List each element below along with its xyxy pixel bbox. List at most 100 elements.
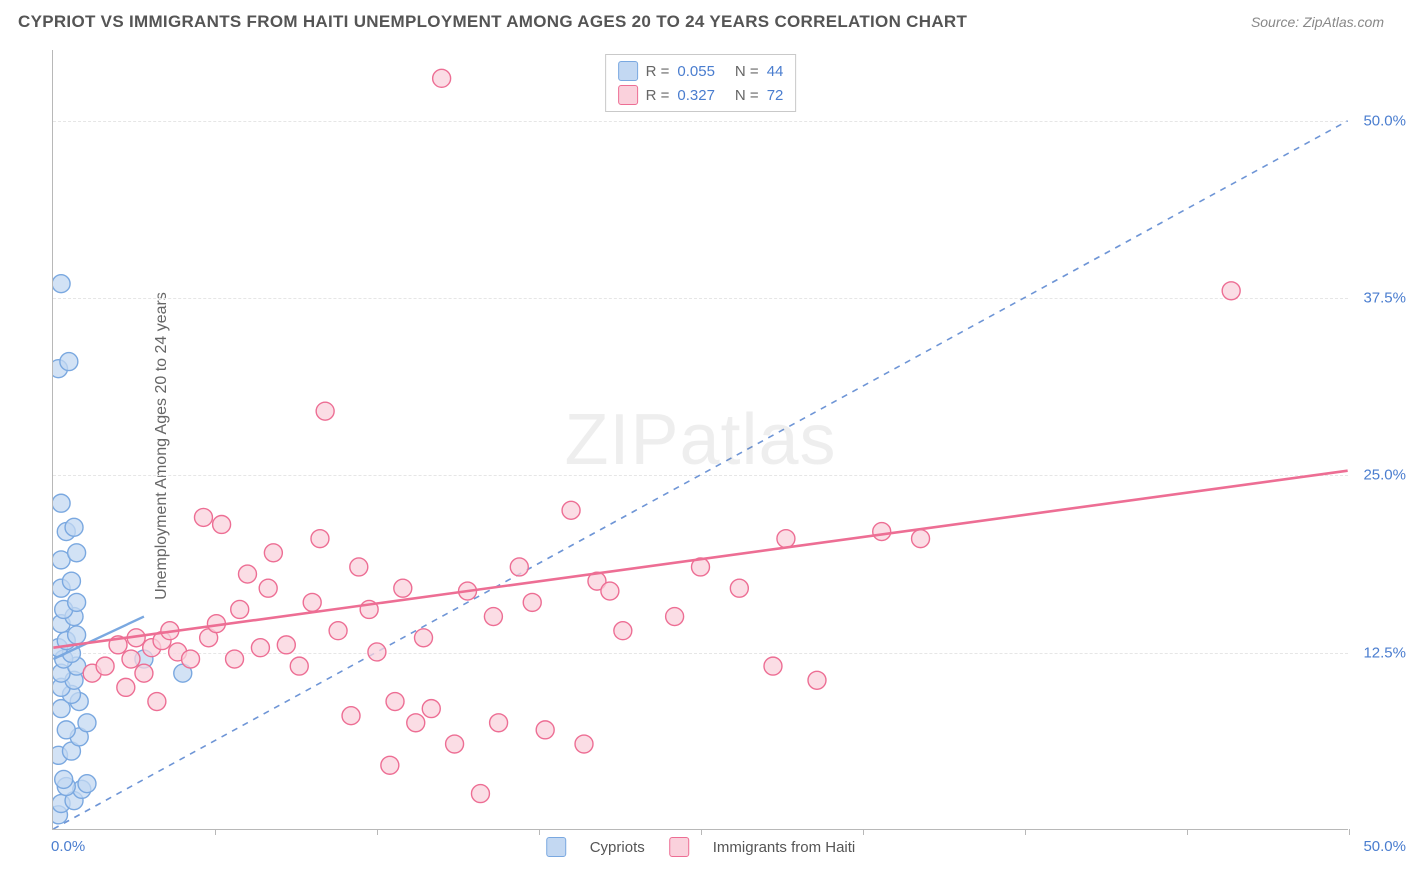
point-immigrants-from-haiti	[231, 600, 249, 618]
point-immigrants-from-haiti	[350, 558, 368, 576]
point-immigrants-from-haiti	[415, 629, 433, 647]
point-cypriots	[68, 626, 86, 644]
point-immigrants-from-haiti	[148, 693, 166, 711]
point-immigrants-from-haiti	[290, 657, 308, 675]
r-value-haiti: 0.327	[677, 87, 715, 104]
point-cypriots	[65, 518, 83, 536]
r-label: R =	[646, 87, 670, 104]
y-tick-label: 25.0%	[1363, 467, 1406, 484]
point-immigrants-from-haiti	[446, 735, 464, 753]
chart-title: CYPRIOT VS IMMIGRANTS FROM HAITI UNEMPLO…	[18, 12, 967, 32]
point-immigrants-from-haiti	[471, 785, 489, 803]
identity-line	[53, 121, 1347, 829]
source-label: Source: ZipAtlas.com	[1251, 14, 1384, 30]
point-immigrants-from-haiti	[562, 501, 580, 519]
point-immigrants-from-haiti	[873, 523, 891, 541]
point-immigrants-from-haiti	[135, 664, 153, 682]
point-immigrants-from-haiti	[329, 622, 347, 640]
point-cypriots	[78, 775, 96, 793]
point-immigrants-from-haiti	[303, 593, 321, 611]
point-immigrants-from-haiti	[394, 579, 412, 597]
series-name-haiti: Immigrants from Haiti	[713, 839, 856, 856]
n-value-cypriots: 44	[767, 63, 784, 80]
point-immigrants-from-haiti	[386, 693, 404, 711]
point-immigrants-from-haiti	[764, 657, 782, 675]
point-immigrants-from-haiti	[614, 622, 632, 640]
point-immigrants-from-haiti	[264, 544, 282, 562]
point-cypriots	[53, 275, 70, 293]
point-cypriots	[55, 770, 73, 788]
point-immigrants-from-haiti	[490, 714, 508, 732]
point-immigrants-from-haiti	[277, 636, 295, 654]
y-tick-label: 37.5%	[1363, 290, 1406, 307]
point-cypriots	[62, 572, 80, 590]
point-immigrants-from-haiti	[484, 608, 502, 626]
point-cypriots	[68, 544, 86, 562]
x-tick	[1349, 829, 1350, 835]
r-value-cypriots: 0.055	[677, 63, 715, 80]
y-tick-label: 12.5%	[1363, 644, 1406, 661]
point-immigrants-from-haiti	[316, 402, 334, 420]
regression-line-immigrants-from-haiti	[53, 471, 1347, 648]
point-immigrants-from-haiti	[311, 530, 329, 548]
point-immigrants-from-haiti	[407, 714, 425, 732]
series-legend: Cypriots Immigrants from Haiti	[546, 837, 856, 857]
point-immigrants-from-haiti	[182, 650, 200, 668]
x-tick	[1025, 829, 1026, 835]
x-tick	[1187, 829, 1188, 835]
point-cypriots	[60, 353, 78, 371]
point-immigrants-from-haiti	[433, 69, 451, 87]
x-tick	[539, 829, 540, 835]
swatch-cypriots-bottom	[546, 837, 566, 857]
x-tick	[701, 829, 702, 835]
x-tick	[377, 829, 378, 835]
point-immigrants-from-haiti	[96, 657, 114, 675]
point-immigrants-from-haiti	[422, 700, 440, 718]
point-immigrants-from-haiti	[575, 735, 593, 753]
point-immigrants-from-haiti	[666, 608, 684, 626]
point-immigrants-from-haiti	[381, 756, 399, 774]
point-cypriots	[78, 714, 96, 732]
correlation-legend: R = 0.055 N = 44 R = 0.327 N = 72	[605, 54, 797, 112]
point-immigrants-from-haiti	[122, 650, 140, 668]
series-name-cypriots: Cypriots	[590, 839, 645, 856]
swatch-haiti	[618, 85, 638, 105]
point-cypriots	[53, 494, 70, 512]
point-immigrants-from-haiti	[238, 565, 256, 583]
point-immigrants-from-haiti	[536, 721, 554, 739]
point-immigrants-from-haiti	[194, 508, 212, 526]
point-immigrants-from-haiti	[213, 515, 231, 533]
point-cypriots	[57, 721, 75, 739]
swatch-cypriots	[618, 61, 638, 81]
point-immigrants-from-haiti	[368, 643, 386, 661]
chart-svg	[53, 50, 1348, 829]
x-tick	[863, 829, 864, 835]
x-min-label: 0.0%	[51, 838, 85, 855]
r-label: R =	[646, 63, 670, 80]
x-tick	[215, 829, 216, 835]
n-label: N =	[735, 87, 759, 104]
point-immigrants-from-haiti	[912, 530, 930, 548]
x-max-label: 50.0%	[1363, 838, 1406, 855]
point-immigrants-from-haiti	[510, 558, 528, 576]
point-immigrants-from-haiti	[342, 707, 360, 725]
point-immigrants-from-haiti	[730, 579, 748, 597]
point-immigrants-from-haiti	[808, 671, 826, 689]
point-immigrants-from-haiti	[777, 530, 795, 548]
point-immigrants-from-haiti	[117, 678, 135, 696]
point-immigrants-from-haiti	[251, 639, 269, 657]
legend-row-cypriots: R = 0.055 N = 44	[618, 59, 784, 83]
point-immigrants-from-haiti	[601, 582, 619, 600]
n-value-haiti: 72	[767, 87, 784, 104]
point-immigrants-from-haiti	[523, 593, 541, 611]
point-immigrants-from-haiti	[226, 650, 244, 668]
y-tick-label: 50.0%	[1363, 112, 1406, 129]
n-label: N =	[735, 63, 759, 80]
point-cypriots	[68, 593, 86, 611]
point-immigrants-from-haiti	[259, 579, 277, 597]
legend-row-haiti: R = 0.327 N = 72	[618, 83, 784, 107]
chart-container: CYPRIOT VS IMMIGRANTS FROM HAITI UNEMPLO…	[0, 0, 1406, 892]
plot-area: ZIPatlas R = 0.055 N = 44 R = 0.327 N = …	[52, 50, 1348, 830]
point-immigrants-from-haiti	[1222, 282, 1240, 300]
swatch-haiti-bottom	[669, 837, 689, 857]
